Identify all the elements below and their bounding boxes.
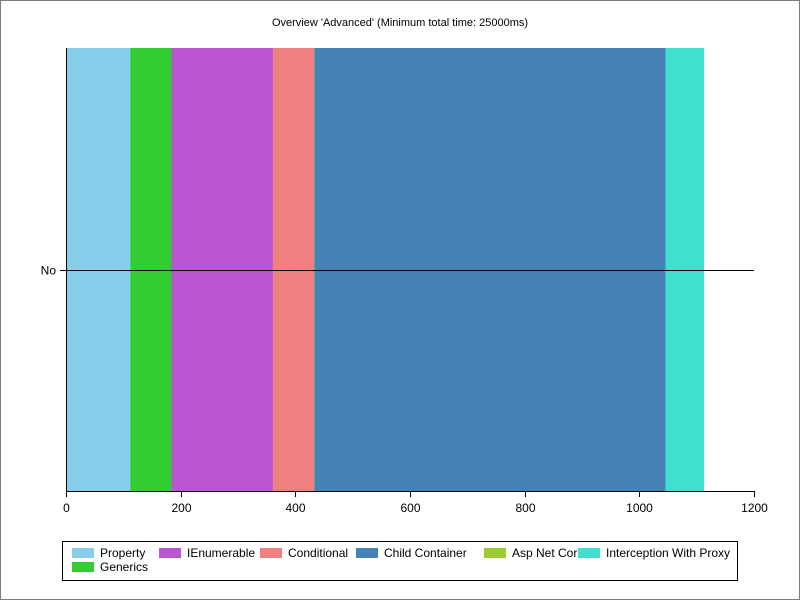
legend-label-conditional: Conditional xyxy=(288,546,349,560)
x-tick-label-800: 800 xyxy=(515,501,535,515)
x-tick-label-600: 600 xyxy=(400,501,420,515)
legend-item-generics: Generics xyxy=(72,560,148,574)
x-tick-label-0: 0 xyxy=(63,501,70,515)
x-tick-label-400: 400 xyxy=(285,501,305,515)
legend-item-conditional: Conditional xyxy=(260,546,348,560)
legend-item-ienumerable: IEnumerable xyxy=(159,546,255,560)
legend-label-generics: Generics xyxy=(100,560,149,574)
legend-swatch-asp-net-core xyxy=(484,548,506,558)
legend-item-asp-net-core: Asp Net Core xyxy=(484,546,584,560)
legend-swatch-conditional xyxy=(260,548,282,558)
bar-segment-ienumerable xyxy=(171,48,273,491)
x-tick-label-1000: 1000 xyxy=(626,501,653,515)
legend-swatch-property xyxy=(72,548,94,558)
bar-segment-generics xyxy=(130,48,172,491)
bar-segment-property xyxy=(66,48,131,491)
category-label-no: No xyxy=(41,264,57,278)
legend-item-interception-with-proxy: Interception With Proxy xyxy=(578,546,730,560)
legend-label-property: Property xyxy=(100,546,146,560)
bar-segment-conditional xyxy=(272,48,315,491)
legend-item-child-container: Child Container xyxy=(356,546,467,560)
x-tick-label-200: 200 xyxy=(171,501,191,515)
bar-segment-child-container xyxy=(314,48,666,491)
legend-label-asp-net-core: Asp Net Core xyxy=(512,546,585,560)
bar-segment-interception-with-proxy xyxy=(665,48,705,491)
legend-item-property: Property xyxy=(72,546,145,560)
legend: Property IEnumerable Conditional Child Cont… xyxy=(62,541,738,581)
legend-label-interception-with-proxy: Interception With Proxy xyxy=(606,546,731,560)
legend-swatch-generics xyxy=(72,562,94,572)
x-tick-label-1200: 1200 xyxy=(741,501,768,515)
legend-swatch-ienumerable xyxy=(159,548,181,558)
legend-swatch-child-container xyxy=(356,548,378,558)
legend-label-child-container: Child Container xyxy=(384,546,467,560)
chart-title: Overview 'Advanced' (Minimum total time:… xyxy=(271,17,529,29)
legend-swatch-interception-with-proxy xyxy=(578,548,600,558)
legend-label-ienumerable: IEnumerable xyxy=(187,546,256,560)
